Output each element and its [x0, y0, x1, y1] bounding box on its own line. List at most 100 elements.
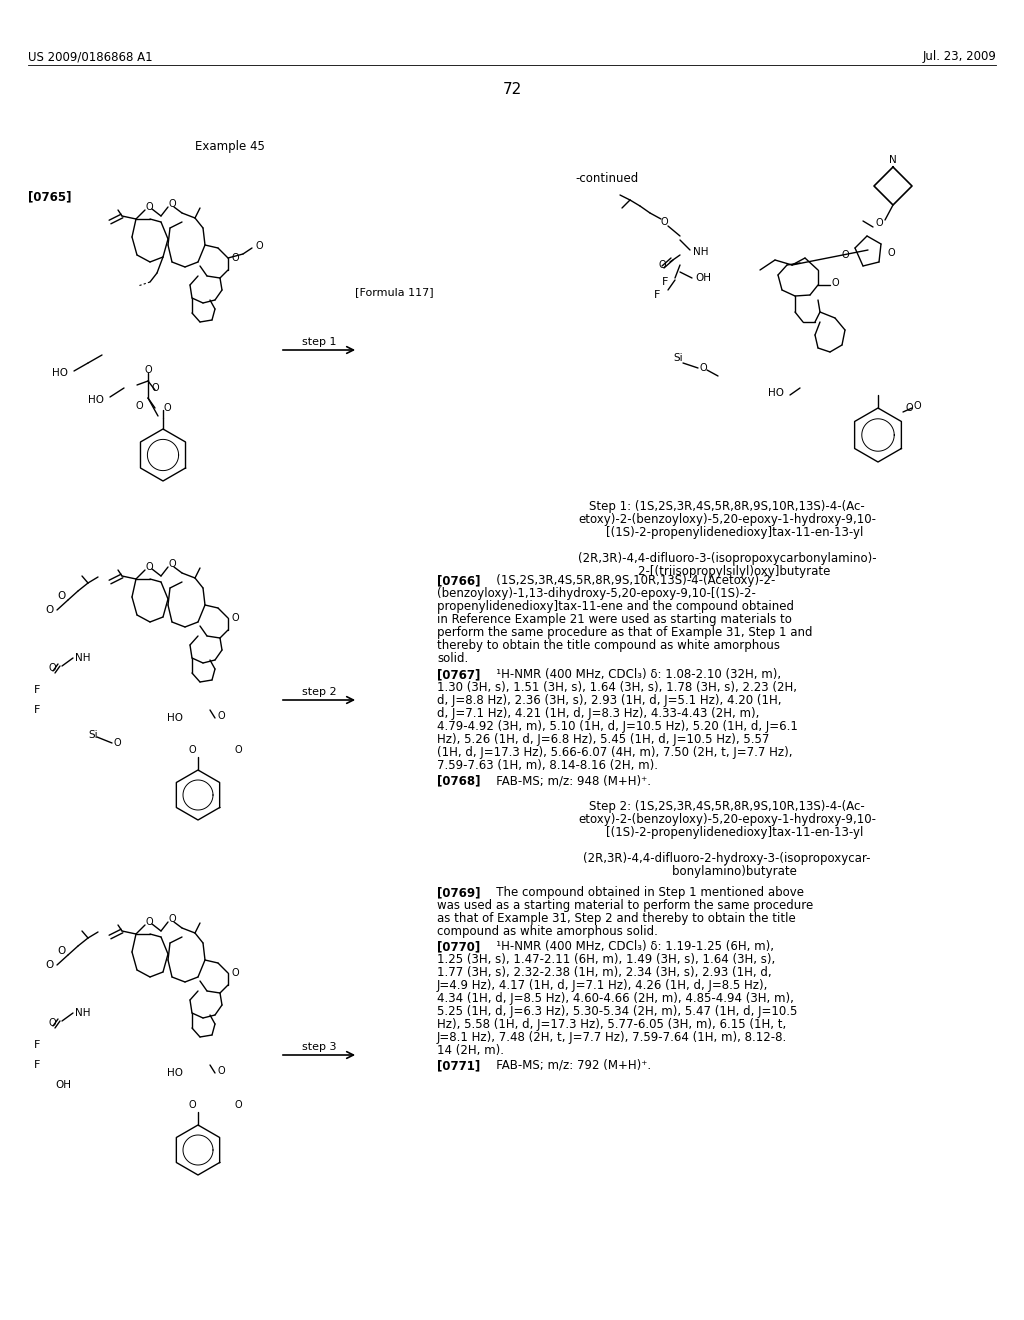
Text: O: O	[876, 218, 883, 228]
Text: F: F	[34, 705, 40, 715]
Text: HO: HO	[167, 1068, 183, 1078]
Text: F: F	[34, 685, 40, 696]
Text: step 2: step 2	[302, 686, 336, 697]
Text: O: O	[46, 605, 54, 615]
Text: HO: HO	[52, 368, 68, 378]
Text: O: O	[660, 216, 668, 227]
Text: as that of Example 31, Step 2 and thereby to obtain the title: as that of Example 31, Step 2 and thereb…	[437, 912, 796, 925]
Text: O: O	[914, 401, 922, 411]
Text: Hz), 5.58 (1H, d, J=17.3 Hz), 5.77-6.05 (3H, m), 6.15 (1H, t,: Hz), 5.58 (1H, d, J=17.3 Hz), 5.77-6.05 …	[437, 1018, 786, 1031]
Text: O: O	[188, 744, 196, 755]
Text: NH: NH	[693, 247, 709, 257]
Text: thereby to obtain the title compound as white amorphous: thereby to obtain the title compound as …	[437, 639, 780, 652]
Text: 7.59-7.63 (1H, m), 8.14-8.16 (2H, m).: 7.59-7.63 (1H, m), 8.14-8.16 (2H, m).	[437, 759, 658, 772]
Text: O: O	[58, 946, 67, 956]
Text: J=4.9 Hz), 4.17 (1H, d, J=7.1 Hz), 4.26 (1H, d, J=8.5 Hz),: J=4.9 Hz), 4.17 (1H, d, J=7.1 Hz), 4.26 …	[437, 979, 768, 993]
Text: 1.25 (3H, s), 1.47-2.11 (6H, m), 1.49 (3H, s), 1.64 (3H, s),: 1.25 (3H, s), 1.47-2.11 (6H, m), 1.49 (3…	[437, 953, 775, 966]
Text: O: O	[168, 558, 176, 569]
Text: O: O	[831, 279, 840, 288]
Text: O: O	[218, 1067, 225, 1076]
Text: O: O	[48, 663, 56, 673]
Text: F: F	[34, 1040, 40, 1049]
Text: The compound obtained in Step 1 mentioned above: The compound obtained in Step 1 mentione…	[485, 886, 804, 899]
Text: (benzoyloxy)-1,13-dihydroxy-5,20-epoxy-9,10-[(1S)-2-: (benzoyloxy)-1,13-dihydroxy-5,20-epoxy-9…	[437, 587, 756, 601]
Text: FAB-MS; m/z: 948 (M+H)⁺.: FAB-MS; m/z: 948 (M+H)⁺.	[485, 774, 651, 787]
Text: compound as white amorphous solid.: compound as white amorphous solid.	[437, 925, 657, 939]
Text: O: O	[46, 960, 54, 970]
Text: O: O	[700, 363, 708, 374]
Text: US 2009/0186868 A1: US 2009/0186868 A1	[28, 50, 153, 63]
Text: d, J=7.1 Hz), 4.21 (1H, d, J=8.3 Hz), 4.33-4.43 (2H, m),: d, J=7.1 Hz), 4.21 (1H, d, J=8.3 Hz), 4.…	[437, 708, 760, 719]
Text: Example 45: Example 45	[195, 140, 265, 153]
Text: [0765]: [0765]	[28, 190, 72, 203]
Text: O: O	[58, 591, 67, 601]
Text: bonylamino)butyrate: bonylamino)butyrate	[657, 865, 797, 878]
Text: O: O	[114, 738, 122, 748]
Text: ¹H-NMR (400 MHz, CDCl₃) δ: 1.19-1.25 (6H, m),: ¹H-NMR (400 MHz, CDCl₃) δ: 1.19-1.25 (6H…	[485, 940, 774, 953]
Text: 4.34 (1H, d, J=8.5 Hz), 4.60-4.66 (2H, m), 4.85-4.94 (3H, m),: 4.34 (1H, d, J=8.5 Hz), 4.60-4.66 (2H, m…	[437, 993, 794, 1005]
Text: 2-[(triisopropylsilyl)oxy]butyrate: 2-[(triisopropylsilyl)oxy]butyrate	[624, 565, 830, 578]
Text: NH: NH	[75, 653, 90, 663]
Text: O: O	[842, 249, 849, 260]
Text: Si: Si	[88, 730, 97, 741]
Text: FAB-MS; m/z: 792 (M+H)⁺.: FAB-MS; m/z: 792 (M+H)⁺.	[485, 1059, 651, 1072]
Text: O: O	[145, 562, 153, 572]
Text: 72: 72	[503, 82, 521, 96]
Text: 14 (2H, m).: 14 (2H, m).	[437, 1044, 504, 1057]
Text: O: O	[658, 260, 666, 271]
Text: O: O	[231, 612, 239, 623]
Text: solid.: solid.	[437, 652, 468, 665]
Text: 5.25 (1H, d, J=6.3 Hz), 5.30-5.34 (2H, m), 5.47 (1H, d, J=10.5: 5.25 (1H, d, J=6.3 Hz), 5.30-5.34 (2H, m…	[437, 1005, 798, 1018]
Text: [0771]: [0771]	[437, 1059, 480, 1072]
Text: ¹H-NMR (400 MHz, CDCl₃) δ: 1.08-2.10 (32H, m),: ¹H-NMR (400 MHz, CDCl₃) δ: 1.08-2.10 (32…	[485, 668, 781, 681]
Text: 1.30 (3H, s), 1.51 (3H, s), 1.64 (3H, s), 1.78 (3H, s), 2.23 (2H,: 1.30 (3H, s), 1.51 (3H, s), 1.64 (3H, s)…	[437, 681, 797, 694]
Text: 4.79-4.92 (3H, m), 5.10 (1H, d, J=10.5 Hz), 5.20 (1H, d, J=6.1: 4.79-4.92 (3H, m), 5.10 (1H, d, J=10.5 H…	[437, 719, 798, 733]
Text: O: O	[145, 202, 153, 213]
Text: 1.77 (3H, s), 2.32-2.38 (1H, m), 2.34 (3H, s), 2.93 (1H, d,: 1.77 (3H, s), 2.32-2.38 (1H, m), 2.34 (3…	[437, 966, 772, 979]
Text: NH: NH	[75, 1008, 90, 1018]
Text: O: O	[218, 711, 225, 721]
Text: [0770]: [0770]	[437, 940, 480, 953]
Text: step 1: step 1	[302, 337, 336, 347]
Text: F: F	[662, 277, 668, 286]
Text: O: O	[163, 403, 171, 413]
Text: F: F	[653, 290, 660, 300]
Text: etoxy)-2-(benzoyloxy)-5,20-epoxy-1-hydroxy-9,10-: etoxy)-2-(benzoyloxy)-5,20-epoxy-1-hydro…	[578, 813, 876, 826]
Text: (2R,3R)-4,4-difluoro-2-hydroxy-3-(isopropoxycar-: (2R,3R)-4,4-difluoro-2-hydroxy-3-(isopro…	[584, 851, 870, 865]
Text: J=8.1 Hz), 7.48 (2H, t, J=7.7 Hz), 7.59-7.64 (1H, m), 8.12-8.: J=8.1 Hz), 7.48 (2H, t, J=7.7 Hz), 7.59-…	[437, 1031, 787, 1044]
Text: propenylidenedioxy]tax-11-ene and the compound obtained: propenylidenedioxy]tax-11-ene and the co…	[437, 601, 794, 612]
Text: Hz), 5.26 (1H, d, J=6.8 Hz), 5.45 (1H, d, J=10.5 Hz), 5.57: Hz), 5.26 (1H, d, J=6.8 Hz), 5.45 (1H, d…	[437, 733, 769, 746]
Text: O: O	[231, 253, 239, 263]
Text: O: O	[887, 248, 895, 257]
Text: O: O	[234, 744, 242, 755]
Text: O: O	[48, 1018, 56, 1028]
Text: [0766]: [0766]	[437, 574, 480, 587]
Text: O: O	[144, 366, 152, 375]
Text: F: F	[34, 1060, 40, 1071]
Text: O: O	[905, 403, 912, 413]
Text: Step 1: (1S,2S,3R,4S,5R,8R,9S,10R,13S)-4-(Ac-: Step 1: (1S,2S,3R,4S,5R,8R,9S,10R,13S)-4…	[589, 500, 865, 513]
Text: HO: HO	[167, 713, 183, 723]
Text: O: O	[135, 401, 143, 411]
Text: O: O	[152, 383, 159, 393]
Text: OH: OH	[55, 1080, 71, 1090]
Text: HO: HO	[88, 395, 104, 405]
Text: (1H, d, J=17.3 Hz), 5.66-6.07 (4H, m), 7.50 (2H, t, J=7.7 Hz),: (1H, d, J=17.3 Hz), 5.66-6.07 (4H, m), 7…	[437, 746, 793, 759]
Text: N: N	[889, 154, 897, 165]
Text: etoxy)-2-(benzoyloxy)-5,20-epoxy-1-hydroxy-9,10-: etoxy)-2-(benzoyloxy)-5,20-epoxy-1-hydro…	[578, 513, 876, 525]
Text: was used as a starting material to perform the same procedure: was used as a starting material to perfo…	[437, 899, 813, 912]
Text: perform the same procedure as that of Example 31, Step 1 and: perform the same procedure as that of Ex…	[437, 626, 812, 639]
Text: (1S,2S,3R,4S,5R,8R,9S,10R,13S)-4-(Acetoxy)-2-: (1S,2S,3R,4S,5R,8R,9S,10R,13S)-4-(Acetox…	[485, 574, 775, 587]
Text: O: O	[231, 968, 239, 978]
Text: Step 2: (1S,2S,3R,4S,5R,8R,9S,10R,13S)-4-(Ac-: Step 2: (1S,2S,3R,4S,5R,8R,9S,10R,13S)-4…	[589, 800, 865, 813]
Text: Si: Si	[673, 352, 683, 363]
Text: Jul. 23, 2009: Jul. 23, 2009	[923, 50, 996, 63]
Text: O: O	[168, 913, 176, 924]
Text: [0769]: [0769]	[437, 886, 480, 899]
Text: (2R,3R)-4,4-difluoro-3-(isopropoxycarbonylamino)-: (2R,3R)-4,4-difluoro-3-(isopropoxycarbon…	[578, 552, 877, 565]
Text: in Reference Example 21 were used as starting materials to: in Reference Example 21 were used as sta…	[437, 612, 792, 626]
Text: O: O	[188, 1100, 196, 1110]
Text: [Formula 117]: [Formula 117]	[355, 286, 433, 297]
Text: HO: HO	[768, 388, 784, 399]
Text: O: O	[145, 917, 153, 927]
